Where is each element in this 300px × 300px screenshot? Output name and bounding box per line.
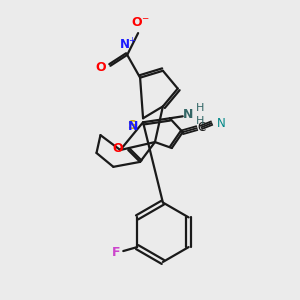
Text: N: N (216, 117, 225, 130)
Text: H: H (196, 116, 204, 126)
Text: O: O (112, 142, 123, 154)
Text: O$^{-}$: O$^{-}$ (130, 16, 150, 29)
Text: C: C (198, 121, 206, 134)
Text: N$^{+}$: N$^{+}$ (119, 38, 137, 53)
Text: N: N (128, 120, 138, 133)
Text: F: F (112, 245, 120, 259)
Text: H: H (196, 103, 204, 113)
Text: S: S (127, 119, 136, 132)
Text: O: O (96, 61, 106, 74)
Text: N: N (182, 108, 193, 121)
